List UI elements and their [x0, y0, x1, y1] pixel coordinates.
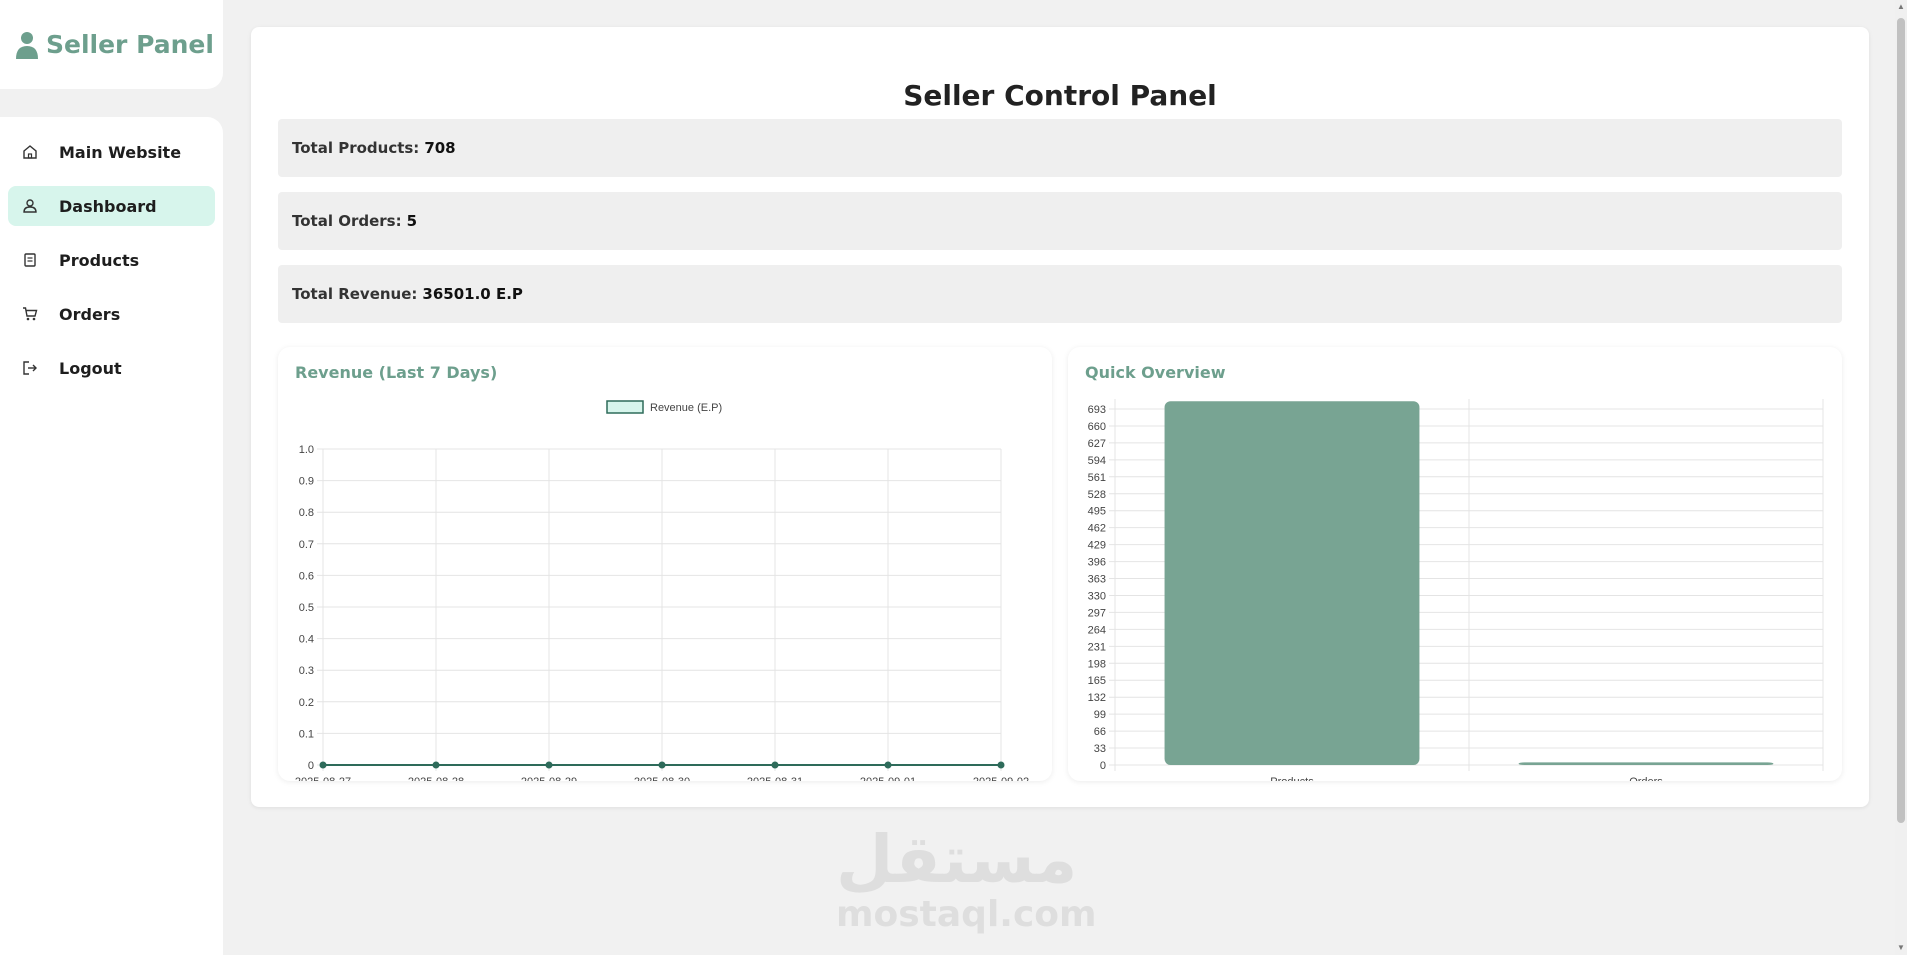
legend-swatch: [606, 400, 644, 414]
user-icon: [16, 31, 38, 59]
home-icon: [23, 145, 37, 159]
y-tick-label: 0.3: [299, 665, 314, 677]
page-title: Seller Control Panel: [903, 79, 1217, 112]
sidebar-item-logout[interactable]: Logout: [8, 348, 215, 388]
y-tick-label: 330: [1088, 590, 1106, 602]
sidebar-item-main-website[interactable]: Main Website: [8, 132, 215, 172]
y-tick-label: 429: [1088, 540, 1106, 552]
y-tick-label: 99: [1094, 709, 1106, 721]
x-tick-label: 2025-08-31: [747, 776, 803, 781]
sidebar-item-label: Products: [59, 250, 140, 270]
box-icon: [24, 253, 36, 267]
scroll-down-icon[interactable]: ▼: [1897, 943, 1905, 952]
y-tick-label: 0.8: [299, 507, 314, 519]
y-tick-label: 0.1: [299, 728, 314, 740]
overview-chart-card: 0 33 66 99 132 165 198 231 264 297 330 363 396 429 462…: [1068, 347, 1842, 781]
overview-bar-chart: 0 33 66 99 132 165 198 231 264 297 330 363 396 429 462…: [1088, 399, 1824, 781]
stat-total-products: Total Products: 708: [278, 119, 1842, 177]
x-tick-label: 2025-09-01: [860, 776, 916, 781]
stat-label: Total Products:: [292, 139, 420, 157]
legend-label: Revenue (E.P): [650, 402, 722, 414]
brand-title: Seller Panel: [46, 30, 214, 59]
revenue-chart-title: Revenue (Last 7 Days): [295, 363, 498, 382]
y-tick-label: 198: [1088, 658, 1106, 670]
x-tick-label: 2025-08-29: [521, 776, 577, 781]
y-tick-label: 0.7: [299, 539, 314, 551]
y-tick-label: 0.9: [299, 476, 314, 488]
sidebar-item-orders[interactable]: Orders: [8, 294, 215, 334]
sidebar-item-dashboard[interactable]: Dashboard: [8, 186, 215, 226]
x-tick-label: 2025-08-27: [295, 776, 351, 781]
sidebar-item-label: Orders: [59, 304, 121, 324]
y-tick-label: 0.5: [299, 602, 314, 614]
sidebar-brand: Seller Panel: [0, 0, 223, 89]
watermark: مستقل mostaql.com: [836, 821, 1097, 935]
y-tick-label: 231: [1088, 641, 1106, 653]
y-tick-label: 33: [1094, 743, 1106, 755]
y-tick-label: 0.6: [299, 570, 314, 582]
y-tick-label: 0: [1100, 760, 1106, 772]
sidebar-item-label: Logout: [59, 358, 122, 378]
logout-icon: [23, 361, 37, 375]
revenue-chart-card: Revenue (E.P) 0 0.1 0.2 0.3 0.4 0.5 0.6 0.7 0.8 0.…: [278, 347, 1052, 781]
y-tick-label: 165: [1088, 675, 1106, 687]
sidebar-item-products[interactable]: Products: [8, 240, 215, 280]
y-tick-label: 462: [1088, 523, 1106, 535]
data-point: [432, 761, 440, 769]
stat-value: 708: [424, 139, 456, 157]
y-tick-label: 495: [1088, 506, 1106, 518]
y-tick-label: 0.2: [299, 697, 314, 709]
y-tick-label: 561: [1088, 472, 1106, 484]
data-point: [771, 761, 779, 769]
watermark-arabic: مستقل: [836, 821, 1078, 898]
cart-icon: [23, 307, 38, 321]
data-point: [545, 761, 553, 769]
scrollbar[interactable]: ▲ ▼: [1895, 0, 1907, 955]
watermark-latin: mostaql.com: [836, 894, 1097, 935]
y-tick-label: 0: [308, 760, 314, 772]
main-card: Seller Control Panel Total Products: 708…: [251, 27, 1869, 807]
y-tick-label: 693: [1088, 404, 1106, 416]
y-tick-label: 363: [1088, 574, 1106, 586]
sidebar-item-label: Dashboard: [59, 196, 157, 216]
data-point: [997, 761, 1005, 769]
y-tick-label: 66: [1094, 726, 1106, 738]
sidebar-nav: Main Website Dashboard Products Orders L…: [0, 117, 223, 955]
x-tick-label: 2025-09-02: [973, 776, 1029, 781]
bar: [1164, 401, 1420, 765]
data-point: [884, 761, 892, 769]
overview-chart-title: Quick Overview: [1085, 363, 1226, 382]
x-tick-label: 2025-08-30: [634, 776, 690, 781]
stat-total-revenue: Total Revenue: 36501.0 E.P: [278, 265, 1842, 323]
stat-total-orders: Total Orders: 5: [278, 192, 1842, 250]
sidebar-item-label: Main Website: [59, 142, 182, 162]
y-tick-label: 0.4: [299, 634, 314, 646]
scroll-thumb[interactable]: [1897, 18, 1905, 823]
data-point: [658, 761, 666, 769]
stat-label: Total Revenue:: [292, 285, 418, 303]
stat-label: Total Orders:: [292, 212, 402, 230]
bar: [1518, 762, 1774, 765]
scroll-up-icon[interactable]: ▲: [1897, 2, 1905, 11]
y-tick-label: 1.0: [299, 444, 314, 456]
revenue-line-chart: Revenue (E.P) 0 0.1 0.2 0.3 0.4 0.5 0.6 0.7 0.8 0.…: [295, 400, 1029, 781]
x-tick-label: 2025-08-28: [408, 776, 464, 781]
y-tick-label: 297: [1088, 607, 1106, 619]
user-icon: [23, 199, 37, 213]
x-tick-label: Products: [1270, 776, 1314, 781]
y-tick-label: 132: [1088, 692, 1106, 704]
stat-value: 36501.0 E.P: [422, 285, 523, 303]
y-tick-label: 627: [1088, 438, 1106, 450]
stat-value: 5: [406, 212, 418, 230]
data-point: [319, 761, 327, 769]
y-tick-label: 264: [1088, 624, 1106, 636]
y-tick-label: 660: [1088, 421, 1106, 433]
y-tick-label: 396: [1088, 557, 1106, 569]
y-tick-label: 594: [1088, 455, 1106, 467]
x-tick-label: Orders: [1629, 776, 1663, 781]
y-tick-label: 528: [1088, 489, 1106, 501]
